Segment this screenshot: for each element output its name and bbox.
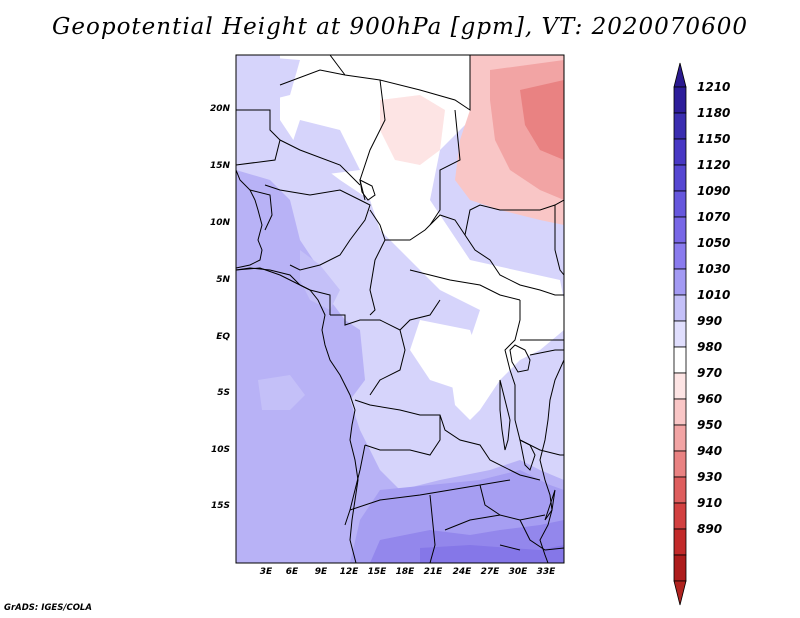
colorbar-swatch xyxy=(673,216,687,244)
colorbar-label: 1010 xyxy=(697,288,731,302)
lat-label-10n: 10N xyxy=(209,218,230,228)
colorbar-label: 890 xyxy=(697,522,723,536)
colorbar-label: 980 xyxy=(697,340,723,354)
lon-label-9e: 9E xyxy=(314,567,328,577)
colorbar-label: 970 xyxy=(697,366,723,380)
colorbar-swatch xyxy=(673,346,687,374)
colorbar-swatch xyxy=(673,372,687,400)
colorbar-swatch xyxy=(673,476,687,504)
lon-label-21e: 21E xyxy=(423,567,443,577)
colorbar-swatch xyxy=(673,554,687,582)
colorbar-label: 1150 xyxy=(697,132,731,146)
lat-label-5n: 5N xyxy=(216,275,230,285)
colorbar-swatch xyxy=(673,424,687,452)
lat-label-20n: 20N xyxy=(209,104,230,114)
lon-label-33e: 33E xyxy=(536,567,556,577)
colorbar-swatch xyxy=(673,320,687,348)
colorbar-label: 910 xyxy=(697,496,723,510)
colorbar-label: 950 xyxy=(697,418,723,432)
colorbar xyxy=(673,62,687,606)
colorbar-swatch xyxy=(673,268,687,296)
lat-label-eq: EQ xyxy=(216,332,230,342)
height-field xyxy=(236,55,564,563)
colorbar-label: 940 xyxy=(697,444,723,458)
lat-label-5s: 5S xyxy=(217,388,230,398)
colorbar-label: 990 xyxy=(697,314,723,328)
colorbar-swatch xyxy=(673,450,687,478)
map-title: Geopotential Height at 900hPa [gpm], VT:… xyxy=(52,14,748,40)
map-frame xyxy=(235,54,565,564)
colorbar-swatch xyxy=(673,164,687,192)
colorbar-label: 1120 xyxy=(697,158,731,172)
colorbar-label: 1090 xyxy=(697,184,731,198)
lat-label-10s: 10S xyxy=(210,445,230,455)
colorbar-swatch xyxy=(673,528,687,556)
colorbar-bottom-arrow xyxy=(673,580,687,606)
credit-text: GrADS: IGES/COLA xyxy=(4,603,92,613)
lat-label-15n: 15N xyxy=(209,161,230,171)
colorbar-label: 1180 xyxy=(697,106,731,120)
colorbar-label: 930 xyxy=(697,470,723,484)
lon-label-3e: 3E xyxy=(259,567,273,577)
lat-label-15s: 15S xyxy=(210,501,230,511)
colorbar-top-arrow xyxy=(673,62,687,88)
colorbar-swatch xyxy=(673,112,687,140)
lon-label-12e: 12E xyxy=(339,567,359,577)
lon-label-15e: 15E xyxy=(367,567,387,577)
colorbar-swatch xyxy=(673,294,687,322)
colorbar-label: 1210 xyxy=(697,80,731,94)
lon-label-24e: 24E xyxy=(452,567,472,577)
lon-label-27e: 27E xyxy=(480,567,500,577)
colorbar-label: 960 xyxy=(697,392,723,406)
colorbar-swatch xyxy=(673,242,687,270)
colorbar-swatch xyxy=(673,138,687,166)
colorbar-swatch xyxy=(673,190,687,218)
colorbar-label: 1070 xyxy=(697,210,731,224)
lon-label-18e: 18E xyxy=(395,567,415,577)
colorbar-swatch xyxy=(673,398,687,426)
lon-label-6e: 6E xyxy=(285,567,299,577)
country-borders xyxy=(236,55,564,563)
colorbar-label: 1030 xyxy=(697,262,731,276)
colorbar-label: 1050 xyxy=(697,236,731,250)
colorbar-swatch xyxy=(673,86,687,114)
colorbar-swatch xyxy=(673,502,687,530)
lon-label-30e: 30E xyxy=(508,567,528,577)
